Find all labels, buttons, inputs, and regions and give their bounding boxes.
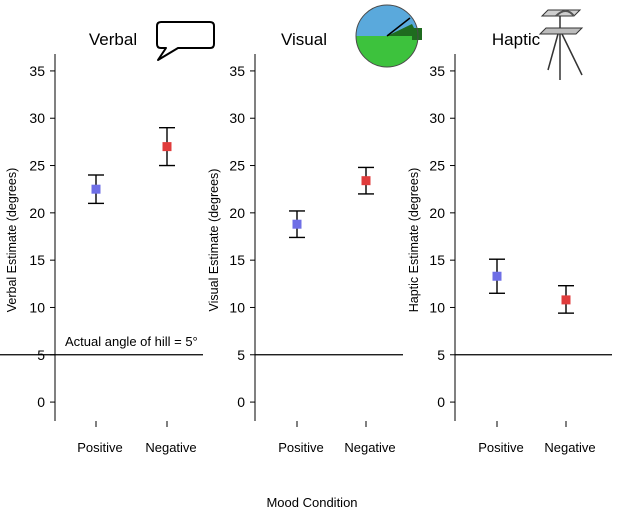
reference-annotation: Actual angle of hill = 5°	[65, 334, 198, 349]
y-tick-label: 0	[437, 394, 445, 410]
y-tick-label: 10	[429, 299, 445, 315]
y-tick-label: 35	[429, 63, 445, 79]
y-axis-label: Visual Estimate (degrees)	[207, 169, 221, 312]
y-tick-label: 30	[29, 110, 45, 126]
x-tick-label-positive: Positive	[478, 440, 524, 455]
y-tick-label: 15	[29, 252, 45, 268]
x-tick-label-negative: Negative	[544, 440, 595, 455]
chart-panel-visual: Visual 0 5 10 15 20 25 30 35 Visual Estimate (deg…	[207, 30, 403, 455]
y-axis-label: Haptic Estimate (degrees)	[407, 168, 421, 313]
y-tick-label: 20	[229, 205, 245, 221]
panel-title: Haptic	[492, 30, 541, 49]
data-point-negative	[361, 176, 371, 186]
y-tick-label: 15	[429, 252, 445, 268]
haptic-palmboard-icon	[538, 9, 584, 80]
y-tick-label: 25	[229, 158, 245, 174]
y-tick-label: 25	[29, 158, 45, 174]
x-tick-label-negative: Negative	[344, 440, 395, 455]
y-tick-label: 0	[237, 394, 245, 410]
visual-matching-disk-icon	[355, 4, 422, 68]
y-tick-label: 30	[229, 110, 245, 126]
data-point-negative	[162, 142, 172, 152]
y-tick-label: 5	[237, 347, 245, 363]
y-tick-label: 5	[437, 347, 445, 363]
data-point-negative	[561, 295, 571, 305]
y-tick-label: 10	[229, 299, 245, 315]
data-point-positive	[292, 219, 302, 229]
data-point-positive	[91, 184, 101, 194]
panel-title: Visual	[281, 30, 327, 49]
panel-title: Verbal	[89, 30, 137, 49]
shared-x-axis-label: Mood Condition	[266, 495, 357, 510]
y-tick-label: 25	[429, 158, 445, 174]
x-tick-label-positive: Positive	[77, 440, 123, 455]
y-tick-label: 35	[29, 63, 45, 79]
speech-bubble-icon	[156, 21, 215, 61]
y-tick-label: 35	[229, 63, 245, 79]
y-axis-label: Verbal Estimate (degrees)	[5, 168, 19, 313]
y-tick-label: 0	[37, 394, 45, 410]
y-tick-label: 20	[29, 205, 45, 221]
x-tick-label-positive: Positive	[278, 440, 324, 455]
x-tick-label-negative: Negative	[145, 440, 196, 455]
chart-panel-haptic: Haptic 0 5 10 15 20 25 30 35 Haptic Estimate (deg…	[407, 30, 612, 455]
y-tick-label: 30	[429, 110, 445, 126]
y-tick-label: 10	[29, 299, 45, 315]
data-point-positive	[492, 271, 502, 281]
y-tick-label: 15	[229, 252, 245, 268]
y-tick-label: 20	[429, 205, 445, 221]
